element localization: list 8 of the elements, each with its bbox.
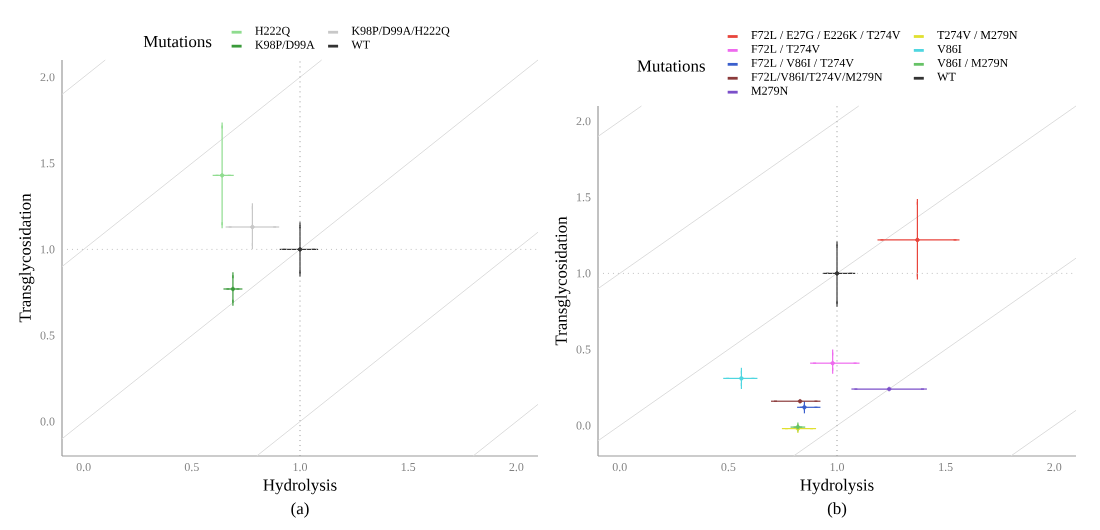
y-axis-title: Transglycosidation [18, 193, 35, 323]
text: (b) [827, 502, 847, 518]
x-axis-title: Hydrolysis [800, 478, 874, 495]
text: (a) [291, 502, 309, 518]
x-axis-title: Hydrolysis [263, 478, 337, 495]
legend-title: Mutations [637, 60, 705, 72]
y-axis-title: Transglycosidation [554, 216, 571, 346]
legend-title: Mutations [143, 35, 212, 48]
